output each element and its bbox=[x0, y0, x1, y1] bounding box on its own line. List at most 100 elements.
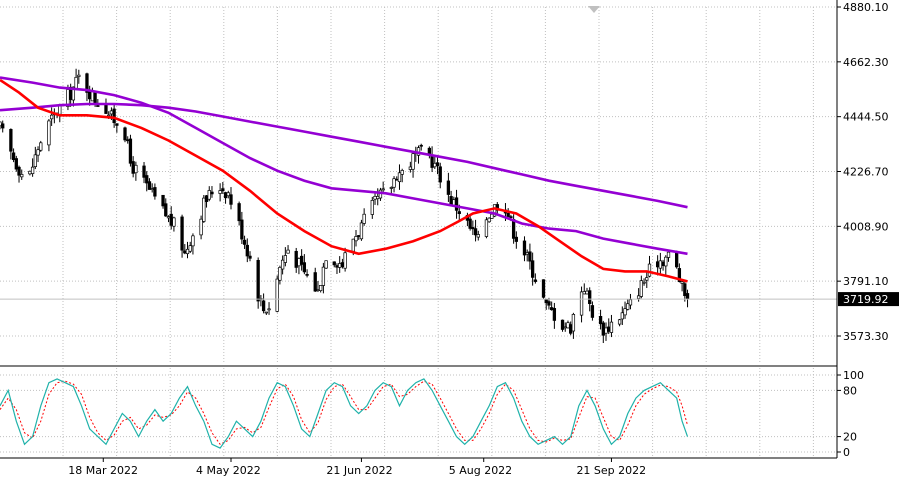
candle-body bbox=[544, 299, 548, 304]
candle-body bbox=[145, 175, 149, 184]
candle-body bbox=[316, 289, 320, 291]
candle-body bbox=[47, 120, 51, 146]
candle-body bbox=[335, 265, 339, 268]
candle-body bbox=[530, 260, 535, 278]
candle-body bbox=[14, 158, 18, 170]
candle-body bbox=[142, 165, 146, 178]
candle-body bbox=[96, 105, 100, 107]
candle-body bbox=[664, 256, 668, 267]
candle-body bbox=[647, 263, 652, 277]
candle-body bbox=[636, 295, 641, 299]
axes: 4880.10 4662.30 4444.50 4226.70 4008.90 3791.… bbox=[0, 0, 899, 477]
candle-body bbox=[677, 268, 682, 282]
candle-body bbox=[275, 278, 279, 312]
candle-body bbox=[528, 251, 532, 262]
candle-body bbox=[30, 166, 35, 174]
candle-body bbox=[359, 222, 364, 240]
candle-body bbox=[280, 259, 285, 270]
candle-body bbox=[680, 281, 684, 284]
candle-body bbox=[419, 144, 423, 147]
candle-body bbox=[389, 187, 393, 189]
candle-body bbox=[351, 238, 355, 252]
stochastic-main-line bbox=[0, 378, 689, 449]
candle-body bbox=[153, 187, 157, 197]
candle-body bbox=[305, 274, 309, 276]
candle-body bbox=[376, 196, 380, 200]
candle-body bbox=[683, 283, 687, 297]
candle-body bbox=[400, 170, 404, 175]
candle-body bbox=[58, 105, 62, 115]
time-tick-label: 4 May 2022 bbox=[196, 464, 261, 477]
candle-body bbox=[560, 319, 565, 330]
candle-body bbox=[33, 154, 37, 168]
moving-average-mid-line bbox=[0, 76, 688, 256]
candle-body bbox=[362, 213, 366, 224]
candle-body bbox=[226, 192, 230, 197]
candle-body bbox=[509, 216, 513, 218]
candle-body bbox=[626, 303, 630, 310]
candle-body bbox=[191, 235, 195, 247]
candle-body bbox=[449, 196, 453, 205]
candle-body bbox=[585, 290, 589, 295]
stochastic-panel bbox=[0, 378, 689, 449]
candle-body bbox=[297, 258, 301, 267]
candle-body bbox=[620, 312, 624, 320]
candle-body bbox=[547, 301, 551, 306]
current-price-badge bbox=[838, 292, 899, 307]
candle-body bbox=[319, 285, 323, 292]
candle-body bbox=[661, 261, 665, 266]
candle-body bbox=[452, 199, 456, 206]
candle-body bbox=[338, 263, 342, 268]
scroll-marker-icon[interactable] bbox=[588, 6, 600, 13]
price-tick-label: 4662.30 bbox=[843, 56, 889, 69]
candle-body bbox=[109, 110, 114, 115]
candle-body bbox=[541, 279, 546, 298]
candle-body bbox=[468, 218, 472, 229]
candle-body bbox=[204, 195, 209, 202]
price-tick-label: 4226.70 bbox=[843, 166, 889, 179]
candle-body bbox=[71, 86, 76, 101]
candle-body bbox=[601, 322, 605, 336]
scroll-marker-triangle[interactable] bbox=[588, 6, 600, 13]
candle-body bbox=[370, 200, 374, 215]
moving-average-slow-line bbox=[0, 102, 688, 209]
candle-body bbox=[476, 234, 480, 238]
moving-average-fast-line bbox=[0, 78, 688, 283]
candle-body bbox=[85, 73, 89, 93]
candle-body bbox=[533, 279, 538, 282]
candle-body bbox=[639, 280, 643, 297]
candle-body bbox=[183, 250, 187, 254]
candle-body bbox=[411, 153, 415, 170]
candle-body bbox=[457, 211, 461, 214]
candle-body bbox=[582, 291, 586, 295]
oscillator-tick-label: 0 bbox=[843, 446, 850, 459]
candle-body bbox=[164, 203, 168, 217]
candle-body bbox=[373, 195, 377, 200]
candle-body bbox=[598, 316, 603, 325]
candle-body bbox=[506, 212, 510, 217]
candle-body bbox=[147, 181, 152, 190]
candle-body bbox=[340, 262, 345, 268]
candle-body bbox=[484, 219, 489, 237]
candle-body bbox=[115, 123, 119, 126]
oscillator-tick-label: 80 bbox=[843, 384, 857, 397]
candle-body bbox=[245, 244, 249, 257]
candle-body bbox=[11, 152, 16, 161]
candle-body bbox=[128, 138, 133, 164]
candle-body bbox=[90, 91, 95, 102]
candle-body bbox=[433, 162, 437, 168]
candle-body bbox=[126, 139, 130, 142]
candle-body bbox=[134, 164, 138, 174]
price-tick-label: 4880.10 bbox=[843, 1, 889, 14]
candle-body bbox=[354, 236, 358, 242]
candle-body bbox=[395, 178, 399, 181]
candle-body bbox=[607, 326, 611, 332]
candle-body bbox=[302, 262, 307, 273]
candle-body bbox=[381, 188, 385, 191]
candle-body bbox=[199, 218, 203, 236]
candle-body bbox=[473, 228, 478, 236]
candle-body bbox=[658, 260, 663, 269]
candle-body bbox=[202, 197, 206, 222]
